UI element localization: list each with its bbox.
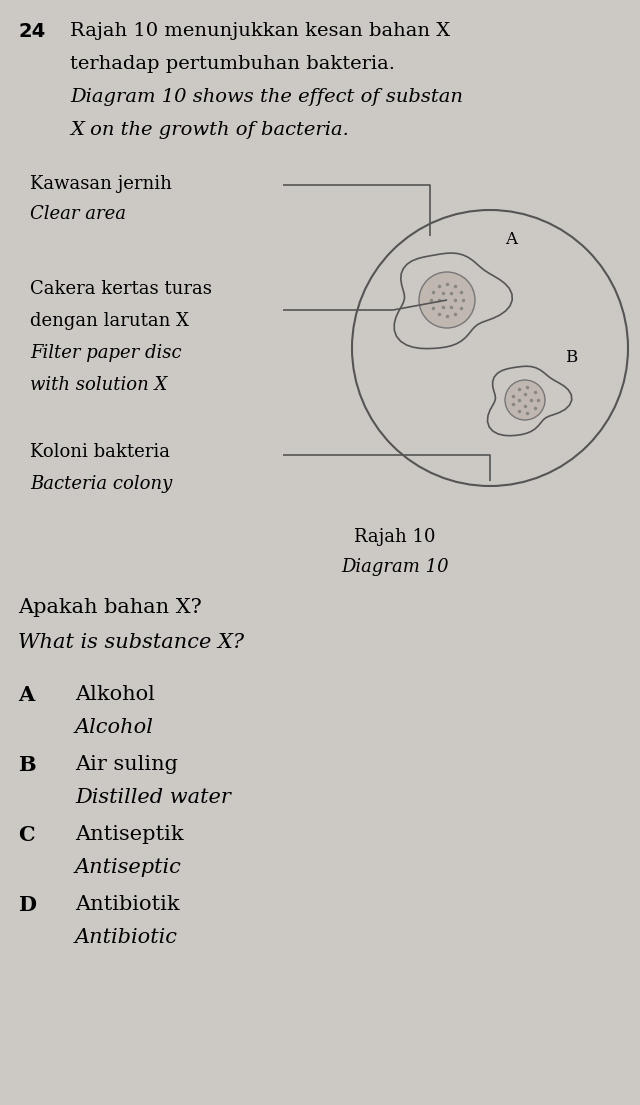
Text: Diagram 10 shows the effect of substan: Diagram 10 shows the effect of substan	[70, 88, 463, 106]
Text: Koloni bakteria: Koloni bakteria	[30, 443, 170, 461]
Text: X on the growth of bacteria.: X on the growth of bacteria.	[70, 122, 349, 139]
Text: A: A	[18, 685, 35, 705]
Text: Clear area: Clear area	[30, 206, 126, 223]
Text: What is substance X?: What is substance X?	[18, 633, 244, 652]
Text: Alkohol: Alkohol	[75, 685, 155, 704]
Text: Antibiotik: Antibiotik	[75, 895, 180, 914]
Text: Antiseptik: Antiseptik	[75, 825, 184, 844]
Text: Cakera kertas turas: Cakera kertas turas	[30, 280, 212, 298]
Text: Antiseptic: Antiseptic	[75, 857, 182, 877]
Text: dengan larutan X: dengan larutan X	[30, 312, 189, 330]
Text: D: D	[18, 895, 36, 915]
Text: B: B	[18, 755, 36, 775]
Text: Air suling: Air suling	[75, 755, 178, 773]
Text: Rajah 10 menunjukkan kesan bahan X: Rajah 10 menunjukkan kesan bahan X	[70, 22, 450, 40]
Text: C: C	[18, 825, 35, 845]
Text: Bacteria colony: Bacteria colony	[30, 475, 172, 493]
Text: Diagram 10: Diagram 10	[341, 558, 449, 576]
Text: Alcohol: Alcohol	[75, 718, 154, 737]
Text: Apakah bahan X?: Apakah bahan X?	[18, 598, 202, 617]
Text: Filter paper disc: Filter paper disc	[30, 344, 182, 362]
Text: Kawasan jernih: Kawasan jernih	[30, 175, 172, 193]
Text: Antibiotic: Antibiotic	[75, 928, 178, 947]
Text: 24: 24	[18, 22, 45, 41]
Circle shape	[419, 272, 475, 328]
Text: terhadap pertumbuhan bakteria.: terhadap pertumbuhan bakteria.	[70, 55, 395, 73]
Circle shape	[505, 380, 545, 420]
Text: Rajah 10: Rajah 10	[355, 528, 436, 546]
Text: A: A	[505, 232, 517, 249]
Text: with solution X: with solution X	[30, 376, 168, 394]
Text: B: B	[565, 349, 577, 367]
Text: Distilled water: Distilled water	[75, 788, 231, 807]
